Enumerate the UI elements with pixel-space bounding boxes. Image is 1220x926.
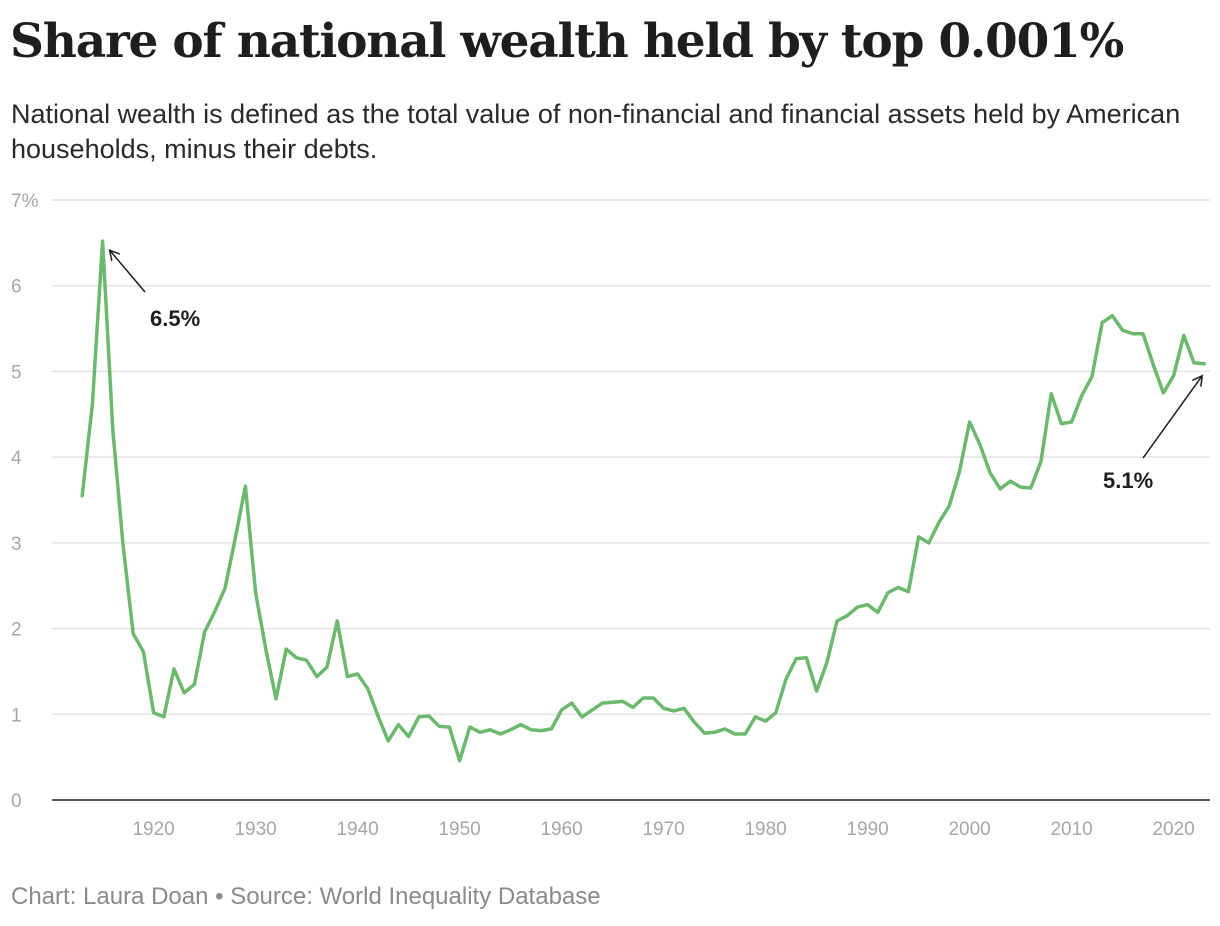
x-tick-label-2000: 2000: [948, 819, 990, 840]
y-tick-label-0: 0: [11, 791, 22, 812]
x-tick-label-2020: 2020: [1152, 819, 1194, 840]
x-tick-label-1960: 1960: [540, 819, 582, 840]
y-tick-label-1: 1: [11, 705, 22, 726]
annotation-label-peak: 6.5%: [150, 306, 200, 331]
y-axis-ticks: 0 1 2 3 4 5 6 7%: [11, 191, 39, 812]
x-tick-label-1950: 1950: [438, 819, 480, 840]
chart-subtitle: National wealth is defined as the total …: [11, 99, 1181, 164]
y-tick-label-5: 5: [11, 362, 22, 383]
y-tick-label-2: 2: [11, 620, 22, 641]
x-tick-label-1940: 1940: [336, 819, 378, 840]
gridlines: [52, 199, 1210, 716]
annotations: 6.5% 5.1%: [108, 248, 1204, 493]
y-tick-label-4: 4: [11, 448, 22, 469]
x-tick-label-1930: 1930: [234, 819, 276, 840]
x-tick-label-1990: 1990: [846, 819, 888, 840]
x-tick-label-1980: 1980: [744, 819, 786, 840]
chart-footer: Chart: Laura Doan • Source: World Inequa…: [11, 883, 601, 910]
x-axis-ticks: 1920 1930 1940 1950 1960 1970 1980 1990 2000 2010…: [132, 819, 1194, 840]
x-tick-label-2010: 2010: [1050, 819, 1092, 840]
x-tick-label-1920: 1920: [132, 819, 174, 840]
y-tick-label-3: 3: [11, 534, 22, 555]
chart-title: Share of national wealth held by top 0.0…: [10, 14, 1124, 69]
y-tick-label-7: 7%: [11, 191, 39, 212]
y-tick-label-6: 6: [11, 277, 22, 298]
x-tick-label-1970: 1970: [642, 819, 684, 840]
annotation-arrow-peak: [108, 248, 146, 293]
series-line-top-0001-share: [80, 239, 1206, 763]
annotation-arrow-latest: [1142, 374, 1204, 459]
annotation-label-latest: 5.1%: [1103, 468, 1153, 493]
